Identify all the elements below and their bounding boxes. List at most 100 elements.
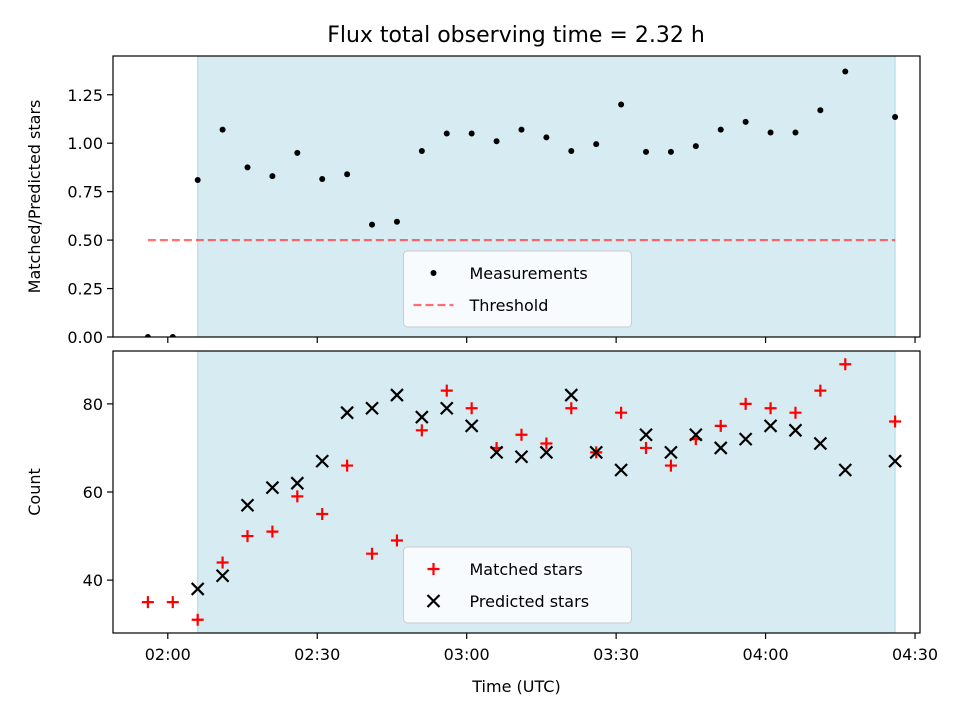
predicted-star-point [838, 463, 853, 477]
legend-label: Predicted stars [470, 592, 590, 611]
matched-star-point [664, 459, 677, 472]
predicted-star-point [240, 498, 255, 512]
predicted-star-point [738, 432, 753, 446]
y-axis-label: Count [25, 468, 44, 516]
x-tick-label: 04:00 [743, 645, 789, 664]
matched-star-point [540, 437, 553, 450]
y-tick-label: 0.00 [67, 328, 103, 347]
matched-star-point [316, 508, 329, 521]
y-tick-label: 0.25 [67, 280, 103, 299]
measurement-point [667, 148, 674, 155]
y-tick-label: 80 [83, 395, 103, 414]
predicted-star-point [464, 419, 479, 433]
matched-star-point [166, 596, 179, 609]
predicted-star-point [763, 419, 778, 433]
matched-star-point [341, 459, 354, 472]
matched-star-point [565, 402, 578, 415]
legend-entry: Predicted stars [426, 592, 590, 611]
x-tick-label: 02:30 [294, 645, 340, 664]
predicted-star-point [539, 445, 554, 460]
measurement-point [369, 221, 376, 228]
matched-star-point [440, 384, 453, 397]
y-tick-label: 40 [83, 571, 103, 590]
measurement-point [742, 118, 749, 125]
legend-predicted-marker [426, 594, 441, 608]
legend-measurement-marker [430, 270, 437, 276]
matched-star-point [266, 525, 279, 538]
predicted-star-point [315, 454, 329, 468]
predicted-star-point [664, 445, 678, 460]
predicted-star-point [365, 401, 379, 416]
legend-entry: Measurements [430, 264, 588, 283]
measurement-point [169, 334, 176, 337]
matched-star-point [839, 358, 852, 371]
predicted-star-point [215, 568, 230, 583]
matched-star-point [640, 441, 653, 454]
y-tick-label: 0.75 [67, 183, 103, 202]
bottom-panel-count: 40 60 80 02:00 02:30 03:00 03:30 04:00 04:30 Coun… [25, 350, 938, 696]
predicted-star-point [514, 449, 529, 464]
axes-frame [112, 55, 921, 338]
measurement-point [593, 141, 600, 148]
legend-label: Threshold [469, 296, 549, 315]
matched-star-point [191, 613, 204, 626]
x-tick-label: 03:30 [593, 645, 639, 664]
matched-star-point [814, 384, 827, 397]
measurement-point [219, 126, 226, 133]
measurement-point [767, 129, 774, 136]
matched-star-point [615, 406, 628, 419]
matched-star-point [739, 397, 752, 410]
matched-star-point [141, 596, 154, 609]
predicted-star-point [489, 445, 504, 460]
legend-matched-marker [427, 563, 440, 575]
y-axis-label: Matched/Predicted stars [25, 100, 44, 294]
matched-star-point [889, 415, 902, 428]
y-tick-label: 1.00 [67, 134, 103, 153]
measurement-point [244, 164, 251, 171]
y-tick-label: 0.50 [67, 231, 103, 250]
measurement-point [344, 171, 351, 178]
matched-star-point [714, 419, 727, 432]
measurement-point [568, 147, 575, 154]
measurement-point [543, 134, 550, 141]
x-tick-label: 04:30 [892, 645, 938, 664]
measurement-point [692, 143, 699, 150]
measurement-point [194, 177, 201, 184]
measurement-point [792, 129, 799, 136]
predicted-star-point [340, 405, 354, 420]
matched-star-point [216, 556, 229, 569]
measurement-point [294, 149, 301, 156]
matched-star-point [515, 428, 528, 441]
legend: Matched stars Predicted stars [403, 546, 632, 624]
predicted-star-point [614, 463, 628, 477]
predicted-star-point [788, 423, 803, 438]
x-tick-label: 03:00 [444, 645, 490, 664]
matched-star-point [415, 424, 428, 437]
x-axis-label: Time (UTC) [471, 677, 560, 696]
measurement-point [518, 126, 525, 133]
legend: Measurements Threshold [403, 250, 632, 328]
matched-star-point [366, 547, 379, 560]
y-tick-label: 60 [83, 483, 103, 502]
measurement-point [468, 130, 475, 137]
predicted-star-point [415, 410, 429, 424]
predicted-star-point [713, 441, 728, 455]
measurement-point [144, 334, 151, 337]
predicted-star-point [190, 582, 205, 596]
matched-star-point [789, 406, 802, 419]
matched-star-point [465, 402, 478, 415]
measurement-point [817, 107, 824, 114]
plot-area [141, 358, 902, 626]
matched-star-point [241, 530, 254, 543]
plot-area [144, 68, 899, 337]
legend-box [403, 250, 632, 328]
legend-box [403, 546, 632, 624]
measurement-point [892, 114, 899, 121]
matched-star-point [764, 402, 777, 415]
chart-title: Flux total observing time = 2.32 h [327, 23, 705, 48]
predicted-star-point [888, 454, 902, 468]
predicted-star-point [639, 427, 653, 442]
matched-star-point [291, 490, 304, 503]
legend-entry: Threshold [413, 296, 549, 315]
